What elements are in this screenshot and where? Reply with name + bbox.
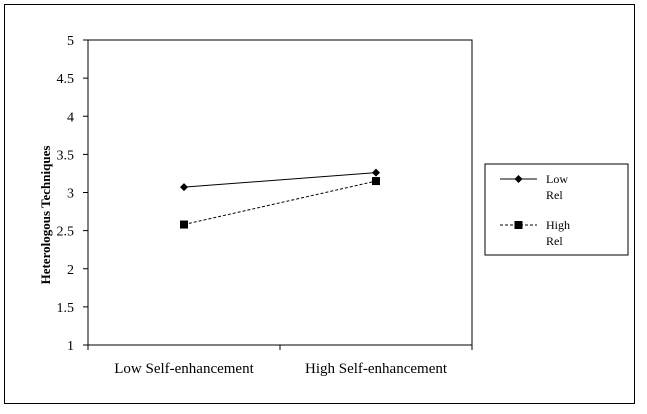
y-axis-title: Heterologous Techniques [38, 146, 53, 285]
chart-frame [4, 4, 635, 404]
legend-marker-low-rel [514, 175, 523, 183]
legend-label-high-rel-line1: High [546, 218, 570, 232]
y-tick-label-5: 3.5 [57, 148, 75, 163]
legend-label-low-rel-line1: Low [546, 172, 568, 186]
y-tick-label-4: 3 [67, 187, 74, 202]
legend-marker-high-rel [514, 221, 523, 229]
series-1-point-1 [372, 177, 380, 186]
legend-label-low-rel-line2: Rel [546, 188, 563, 202]
y-tick-label-0: 1 [67, 339, 74, 354]
y-tick-label-2: 2 [67, 263, 74, 278]
series-1-point-0 [180, 220, 188, 229]
x-tick-label-0: Low Self-enhancement [114, 361, 254, 377]
plot-area [87, 39, 473, 346]
x-tick-label-1: High Self-enhancement [305, 361, 448, 377]
legend-item-low-rel: Low Rel [500, 172, 568, 202]
y-tick-label-6: 4 [67, 110, 74, 125]
y-tick-label-1: 1.5 [57, 301, 75, 316]
y-tick-label-7: 4.5 [57, 72, 75, 87]
series-line-1 [183, 180, 377, 226]
legend-label-high-rel-line2: Rel [546, 234, 563, 248]
legend-item-high-rel: High Rel [500, 218, 570, 248]
series-0-point-1 [372, 168, 380, 177]
series-0-point-0 [180, 183, 188, 192]
series-line-0 [183, 172, 377, 188]
y-tick-label-8: 5 [67, 34, 74, 49]
y-tick-label-3: 2.5 [57, 225, 75, 240]
